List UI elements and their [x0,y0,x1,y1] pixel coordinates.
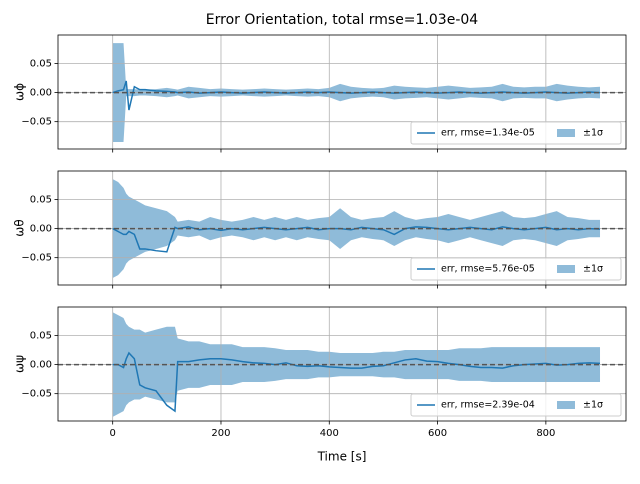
y-tick-label: −0.05 [21,253,52,264]
x-tick-label: 600 [428,428,447,439]
axes-frame [57,306,627,422]
legend-box [410,257,622,281]
legend-label: ±1σ [583,400,603,411]
axes-frame [57,170,627,286]
axes-frame [57,34,627,150]
legend-box [410,393,622,417]
y-tick-label: −0.05 [21,389,52,400]
x-tick-label: 200 [211,428,230,439]
y-axis-label: ωϕ [13,83,27,101]
legend-swatch [557,401,575,409]
legend-label: err, rmse=5.76e-05 [441,264,535,275]
x-axis-label: Time [s] [317,450,367,464]
error-line [112,351,601,413]
x-tick-label: 800 [536,428,555,439]
legend-label: err, rmse=1.34e-05 [441,128,535,139]
y-tick-label: −0.05 [21,117,52,128]
y-tick-label: 0.00 [30,88,52,99]
y-tick-label: 0.05 [30,59,52,70]
y-axis-label: ωψ [13,355,27,373]
y-axis-label: ωθ [13,219,27,236]
chart-title: Error Orientation, total rmse=1.03e-04 [206,12,479,28]
legend-label: ±1σ [583,264,603,275]
x-tick-label: 0 [110,428,116,439]
legend-swatch [557,265,575,273]
legend-label: ±1σ [583,128,603,139]
y-tick-label: 0.05 [30,331,52,342]
y-tick-label: 0.00 [30,224,52,235]
y-tick-label: 0.00 [30,360,52,371]
legend-label: err, rmse=2.39e-04 [441,400,535,411]
y-tick-label: 0.05 [30,195,52,206]
legend-swatch [557,129,575,137]
legend-box [410,121,622,145]
x-tick-label: 400 [320,428,339,439]
